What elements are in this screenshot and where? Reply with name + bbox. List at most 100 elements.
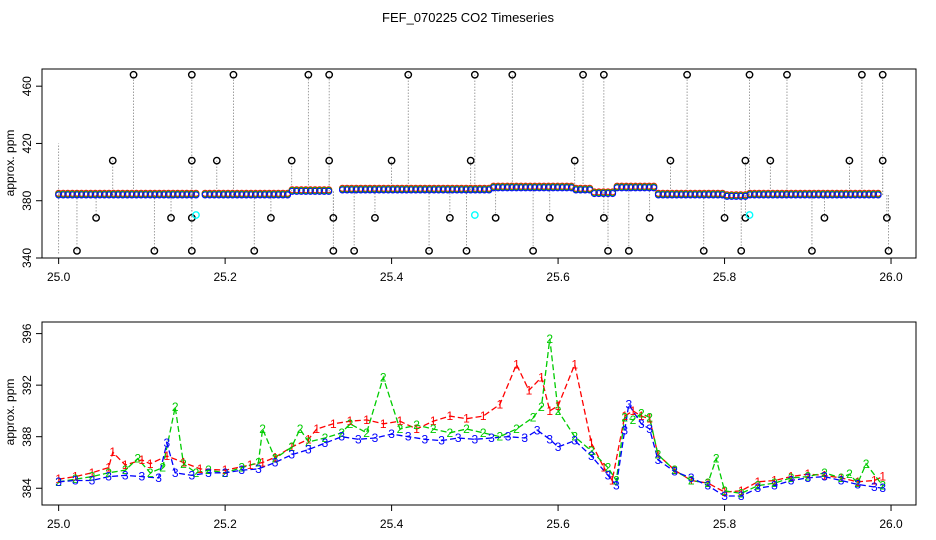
series-3-point: 3 [804,471,811,485]
series-3-point: 3 [854,477,861,491]
panel-1-points [55,70,893,255]
point-series-3 [100,191,108,199]
point-series-3 [769,191,777,199]
point-series-3 [316,187,324,195]
panel-2-frame [41,321,917,506]
series-2-point: 2 [538,400,545,414]
series-1-point: 1 [571,358,578,372]
series-2-point: 2 [804,470,811,484]
series-3-point: 3 [89,474,96,488]
point-series-3 [430,186,438,194]
point-series-3 [467,186,475,194]
point-series-3 [375,186,383,194]
series-2-point: 2 [288,440,295,454]
point-raw [624,246,633,255]
series-1-point: 1 [288,440,295,454]
point-raw [287,156,296,165]
point-raw [491,214,500,222]
series-3-point: 3 [705,479,712,493]
point-series-3 [78,191,86,199]
series-1-point: 1 [180,455,187,469]
point-series-3 [512,184,520,192]
point-series-3 [338,186,346,194]
series-1-point: 1 [609,474,616,488]
point-series-3 [677,191,685,199]
point-series-3 [73,191,81,199]
point-series-3 [174,191,182,199]
point-series-3 [311,187,319,195]
series-3-point: 3 [646,422,653,436]
x-tick-label: 25.0 [47,517,71,531]
point-series-3 [558,184,566,192]
point-raw [666,156,675,165]
point-raw [350,246,359,255]
point-series-3 [233,191,241,199]
series-2-point: 2 [646,410,653,424]
point-series-3 [306,187,314,195]
point-series-3 [540,184,548,192]
series-2-point: 2 [713,452,720,466]
point-series-3 [215,191,223,199]
point-series-3 [494,184,502,192]
point-series-3 [728,192,736,200]
point-series-3 [114,191,122,199]
series-2-point: 2 [771,476,778,490]
series-3-point: 3 [164,436,171,450]
series-1-point: 1 [646,412,653,426]
point-series-3 [169,191,177,199]
point-raw [329,246,338,255]
point-series-3 [91,191,99,199]
point-series-3 [508,184,516,192]
series-3-point: 3 [188,468,195,482]
point-raw [212,156,221,165]
series-2-point: 2 [347,417,354,431]
point-series-3 [604,190,612,198]
series-3-point: 3 [72,474,79,488]
point-series-3 [458,186,466,194]
series-1-point: 1 [496,397,503,411]
point-raw [425,246,433,255]
point-series-3 [751,191,759,199]
point-series-3 [691,191,699,199]
point-series-3 [206,191,214,199]
point-raw [545,214,554,222]
series-2-point: 2 [846,467,853,481]
series-1-point: 1 [330,417,337,431]
series-2-point: 2 [297,422,304,436]
point-series-3 [696,191,704,199]
point-series-3 [654,191,662,199]
point-series-3 [714,191,722,199]
point-series-3 [123,191,131,199]
point-series-3 [805,191,813,199]
point-series-3 [137,191,145,199]
series-2-point: 2 [305,435,312,449]
point-series-3 [412,186,420,194]
series-1-point: 1 [821,468,828,482]
point-series-3 [219,191,227,199]
point-series-3 [792,191,800,199]
x-tick-label: 26.0 [879,270,903,284]
series-1-point: 1 [463,412,470,426]
series-3-point: 3 [255,462,262,476]
series-2-point: 2 [397,422,404,436]
series-2-point: 2 [338,426,345,440]
point-raw [250,246,259,255]
point-series-3 [746,191,754,199]
point-raw [878,156,887,165]
series-3-point: 3 [755,481,762,495]
series-2-point: 2 [363,426,370,440]
point-raw [720,214,729,222]
point-series-3 [503,184,511,192]
point-series-3 [796,191,804,199]
point-raw [529,246,538,255]
series-2-point: 2 [838,471,845,485]
point-series-3 [700,191,708,199]
point-series-3 [165,191,173,199]
point-raw [445,214,454,222]
point-raw [766,156,775,165]
series-1-point: 1 [638,409,645,423]
point-series-3 [572,186,580,194]
series-1-point: 1 [738,484,745,498]
